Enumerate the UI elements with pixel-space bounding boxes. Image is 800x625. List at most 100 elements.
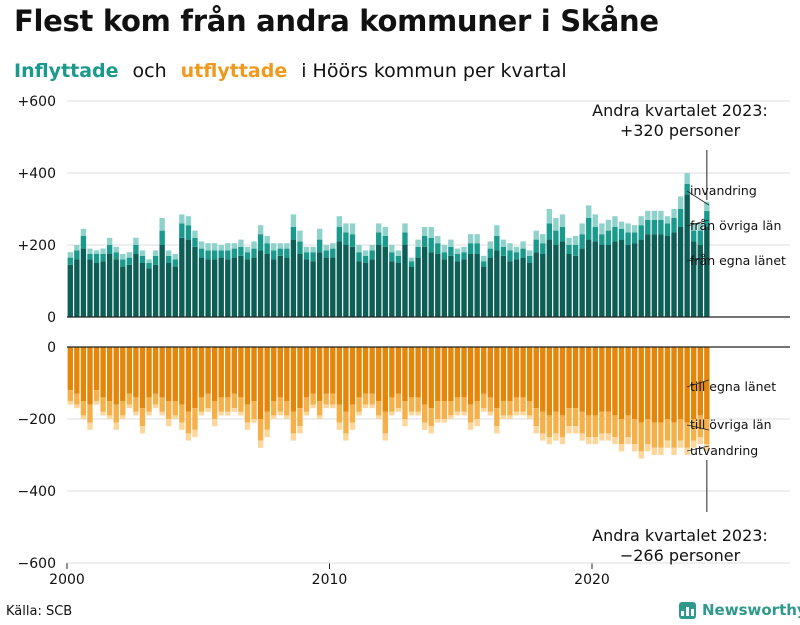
bar-out-1-79: [586, 415, 592, 437]
bar-out-0-19: [192, 347, 198, 409]
bar-in-2-32: [277, 243, 283, 249]
bar-in-1-38: [316, 239, 323, 253]
bar-out-1-62: [474, 401, 480, 419]
bar-out-1-71: [533, 408, 539, 427]
bar-in-0-77: [572, 255, 579, 317]
bar-out-1-17: [179, 404, 185, 423]
bar-in-2-92: [671, 209, 677, 218]
bar-in-0-71: [533, 252, 539, 317]
bar-in-1-25: [231, 248, 238, 258]
bar-out-1-55: [428, 408, 434, 427]
bar-in-1-8: [120, 259, 126, 267]
bar-out-0-73: [546, 347, 553, 416]
bar-out-0-88: [645, 347, 651, 419]
bar-in-0-79: [586, 239, 592, 317]
bar-out-1-39: [323, 393, 329, 405]
bar-in-0-90: [658, 234, 664, 317]
bar-in-2-51: [402, 223, 408, 233]
bar-out-1-49: [389, 397, 395, 412]
bar-out-0-49: [389, 347, 395, 398]
bar-out-2-47: [376, 415, 382, 419]
bar-in-1-33: [284, 248, 290, 258]
bar-out-2-2: [80, 415, 87, 419]
bar-in-1-40: [330, 248, 336, 258]
bar-in-0-13: [152, 264, 159, 317]
series-label-bottom-0: till egna länet: [690, 379, 776, 394]
bar-out-2-54: [421, 422, 428, 430]
bar-out-2-50: [395, 408, 402, 412]
bar-out-1-33: [284, 401, 290, 416]
bar-in-1-93: [677, 209, 684, 227]
bar-in-1-43: [349, 234, 356, 247]
bar-out-1-5: [100, 397, 106, 412]
bar-in-0-22: [211, 259, 218, 317]
bar-in-0-63: [481, 266, 487, 317]
bar-out-0-59: [454, 347, 461, 398]
bar-in-0-65: [494, 250, 500, 317]
bar-out-2-87: [638, 451, 644, 459]
bar-in-0-11: [139, 263, 146, 317]
bar-in-1-59: [454, 254, 461, 262]
bar-in-1-10: [133, 245, 139, 254]
bar-in-0-25: [231, 257, 238, 317]
bar-in-0-20: [198, 257, 205, 317]
bar-in-1-74: [553, 230, 559, 245]
ytick-top-0: 0: [47, 310, 56, 326]
bar-out-2-15: [166, 419, 172, 427]
bar-out-2-42: [343, 433, 349, 441]
bar-in-0-51: [402, 245, 408, 317]
bar-out-0-13: [152, 347, 159, 394]
bar-out-2-75: [559, 437, 566, 445]
bar-out-2-29: [257, 440, 264, 448]
bar-in-2-60: [461, 246, 467, 253]
bar-out-2-55: [428, 426, 434, 434]
series-leader-top-2: [686, 257, 709, 262]
bar-in-1-91: [664, 223, 671, 236]
bar-in-1-42: [343, 232, 349, 245]
bar-in-1-12: [146, 263, 152, 269]
bar-in-1-77: [572, 245, 579, 256]
bar-in-1-18: [185, 225, 192, 240]
bar-in-1-70: [526, 255, 533, 263]
bar-out-0-36: [303, 347, 310, 398]
bar-out-2-20: [198, 411, 205, 416]
bottom-callout-line2: −266 personer: [620, 546, 741, 565]
bar-in-2-37: [310, 246, 316, 253]
bar-out-0-52: [408, 347, 415, 398]
bar-in-1-17: [179, 223, 185, 238]
bar-out-1-19: [192, 408, 198, 430]
bar-out-1-95: [691, 419, 697, 441]
bar-out-1-56: [435, 401, 441, 419]
bar-in-2-5: [100, 248, 106, 254]
bar-in-0-1: [74, 259, 80, 317]
bar-in-2-69: [520, 241, 526, 249]
bar-in-2-65: [494, 225, 500, 236]
bar-out-0-28: [251, 347, 257, 401]
bar-out-1-91: [664, 419, 671, 441]
bar-in-2-95: [691, 223, 697, 231]
bar-out-1-2: [80, 401, 87, 416]
bar-in-0-27: [244, 259, 251, 317]
bar-in-2-46: [369, 245, 375, 251]
bar-in-0-32: [277, 255, 283, 317]
bar-in-0-33: [284, 257, 290, 317]
bar-in-0-67: [507, 261, 513, 317]
bar-in-2-14: [159, 218, 165, 231]
bar-out-0-55: [428, 347, 434, 409]
bar-out-2-58: [448, 415, 454, 419]
bar-out-2-43: [349, 422, 356, 430]
brand-logo: Newsworthy: [679, 601, 800, 619]
bar-in-1-29: [257, 234, 264, 251]
bar-in-1-19: [192, 237, 198, 247]
bar-in-2-68: [513, 246, 520, 253]
series-leader-bottom-2: [686, 445, 709, 452]
bar-in-0-54: [421, 246, 428, 317]
bar-out-2-60: [461, 411, 467, 416]
bar-out-2-56: [435, 419, 441, 423]
bar-in-2-3: [87, 248, 93, 254]
bar-in-2-61: [467, 234, 474, 244]
bar-in-0-10: [133, 254, 139, 317]
bar-in-0-80: [592, 241, 598, 317]
bar-out-1-43: [349, 404, 356, 423]
bar-in-1-96: [697, 230, 703, 245]
